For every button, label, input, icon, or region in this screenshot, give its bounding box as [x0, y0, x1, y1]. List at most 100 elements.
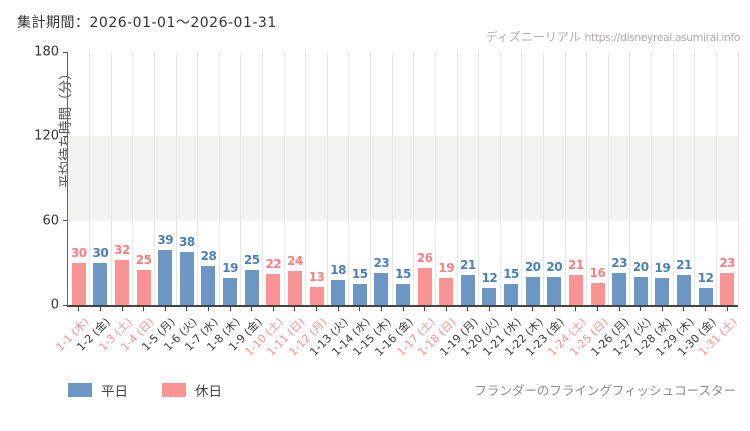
gridline — [283, 52, 285, 305]
x-axis-tick-mark — [294, 307, 296, 311]
x-axis-tick-mark — [510, 307, 512, 311]
bar-value-label: 32 — [114, 243, 130, 258]
bar — [676, 275, 691, 305]
x-axis-tick-mark — [683, 307, 685, 311]
x-axis-tick-mark — [661, 307, 663, 311]
bar-value-label: 28 — [200, 248, 217, 263]
bar — [179, 251, 194, 305]
x-axis-tick-mark — [402, 307, 404, 311]
bar — [158, 250, 173, 305]
bar-value-label: 20 — [524, 259, 541, 274]
x-axis-tick-mark — [532, 307, 534, 311]
bar — [439, 278, 454, 305]
attraction-name: フランダーのフライングフィッシュコースター — [474, 383, 736, 398]
bar-value-label: 23 — [373, 255, 390, 270]
bar-value-label: 21 — [459, 258, 476, 273]
bar-value-label: 30 — [92, 245, 109, 260]
bar-value-label: 38 — [179, 234, 195, 249]
gridline — [132, 52, 134, 305]
bar-value-label: 15 — [503, 266, 519, 281]
bar — [417, 268, 432, 305]
gridline — [564, 52, 566, 305]
x-axis-tick-mark — [553, 307, 555, 311]
bar — [266, 274, 281, 305]
bar — [633, 276, 648, 305]
bar — [396, 283, 410, 305]
gridline — [89, 52, 91, 305]
x-axis-tick-mark — [337, 307, 339, 311]
x-axis-tick-mark — [705, 307, 707, 311]
bar-value-label: 19 — [222, 261, 238, 276]
gridline — [348, 52, 350, 305]
bar — [331, 279, 346, 305]
bar-value-label: 21 — [568, 258, 584, 273]
gridline — [629, 52, 631, 305]
gridline — [218, 52, 220, 305]
bar-value-label: 16 — [589, 265, 606, 280]
x-axis-tick-mark — [164, 307, 166, 311]
bar — [698, 288, 713, 305]
site-watermark: ディズニーリアル https://disneyreal.asumirai.inf… — [485, 28, 741, 45]
bar-value-label: 13 — [308, 269, 325, 284]
gridline — [175, 52, 177, 305]
bar — [309, 286, 324, 305]
bar — [201, 265, 216, 305]
x-axis-tick-mark — [640, 307, 642, 311]
gridline — [434, 52, 436, 305]
site-url: https://disneyreal.asumirai.info — [584, 31, 741, 44]
bar — [244, 269, 259, 305]
bar — [223, 278, 238, 305]
bar — [655, 278, 670, 305]
bar — [93, 262, 108, 305]
x-axis-tick-mark — [488, 307, 490, 311]
bar-value-label: 19 — [438, 261, 455, 276]
legend-holiday-label: 休日 — [195, 384, 222, 400]
x-axis-tick-mark — [316, 307, 318, 311]
bar-value-label: 21 — [676, 258, 692, 273]
bar — [525, 276, 540, 305]
legend-weekday-swatch — [68, 383, 92, 397]
bar — [504, 283, 519, 305]
x-axis-tick-mark — [467, 307, 469, 311]
bar-value-label: 15 — [351, 266, 368, 281]
x-axis-tick-mark — [575, 307, 577, 311]
gridline — [715, 52, 717, 305]
bar — [71, 262, 86, 305]
y-axis-tick-mark — [63, 304, 68, 306]
shaded-band — [68, 136, 738, 221]
gridline — [586, 52, 588, 305]
x-axis-tick-mark — [597, 307, 599, 311]
x-axis-tick-mark — [359, 307, 361, 311]
bar — [482, 288, 497, 305]
plot-area: 0 60 120 180 30 1-1 (木) 30 1-2 (金) 32 1-3 (土) 25 1-… — [34, 45, 740, 359]
x-axis-tick-mark — [78, 307, 80, 311]
bar-value-label: 30 — [70, 245, 87, 260]
bar-value-label: 22 — [265, 257, 282, 272]
gridline — [694, 52, 696, 305]
gridline — [305, 52, 307, 305]
x-axis-tick-mark — [186, 307, 188, 311]
y-axis-tick-mark — [63, 220, 68, 222]
gridline — [607, 52, 609, 305]
bar-value-label: 25 — [243, 252, 260, 267]
gridline — [391, 52, 393, 305]
gridline — [262, 52, 264, 305]
x-axis-tick-mark — [229, 307, 231, 311]
bar — [460, 275, 475, 305]
bar — [720, 272, 735, 305]
gridline — [521, 52, 523, 305]
bar-value-label: 20 — [546, 259, 563, 274]
y-axis-tick-mark — [63, 51, 68, 53]
x-axis-tick-mark — [380, 307, 382, 311]
x-axis-tick-mark — [424, 307, 426, 311]
gridline — [651, 52, 653, 305]
site-name: ディズニーリアル — [485, 30, 581, 44]
bar-value-label: 24 — [287, 254, 303, 269]
bar-value-label: 26 — [416, 251, 433, 266]
x-axis-tick-mark — [445, 307, 447, 311]
bar — [136, 269, 151, 305]
bar — [115, 260, 130, 305]
x-axis-tick-mark — [272, 307, 274, 311]
gridline — [110, 52, 112, 305]
bar-value-label: 12 — [697, 271, 714, 286]
